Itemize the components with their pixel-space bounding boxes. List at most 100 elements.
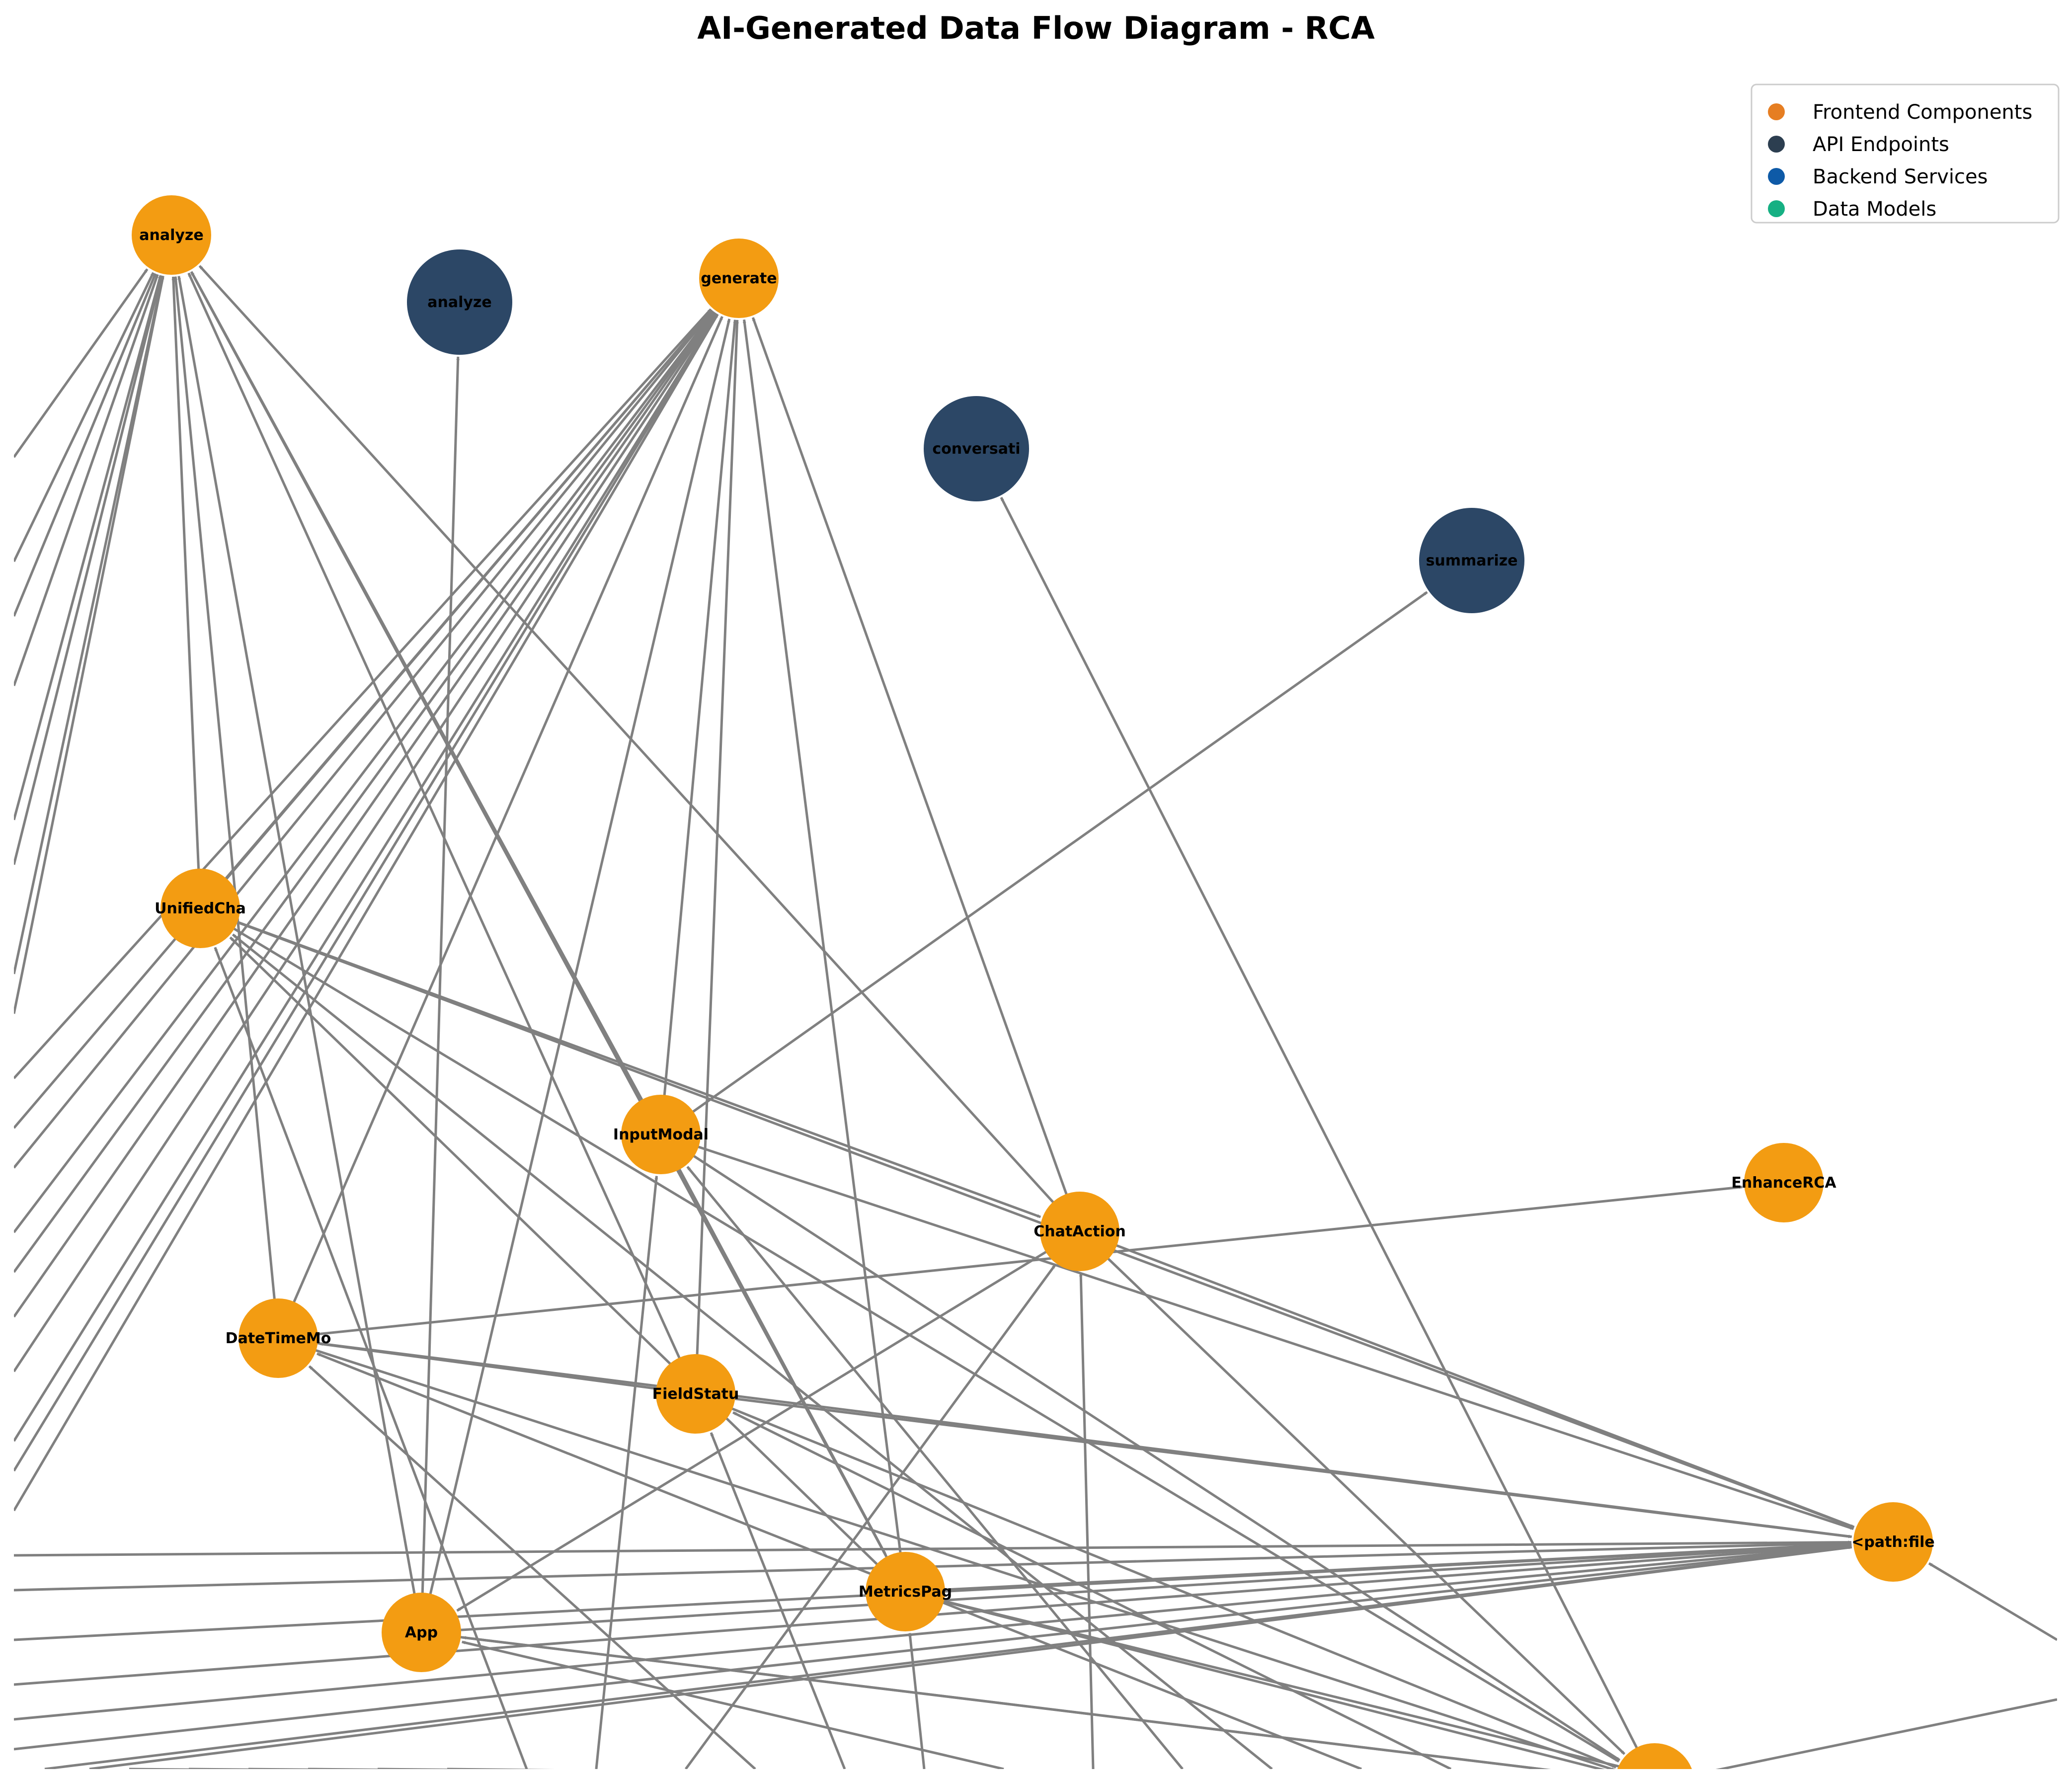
edge-offcanvas-to-generate xyxy=(14,309,713,1129)
edge-app-to-pathfile xyxy=(421,1543,1852,1634)
edge-unifiedcha-to-analyze-fe xyxy=(171,276,202,909)
edge-offcanvas-to-metricspag xyxy=(908,1632,926,1769)
node-label: generate xyxy=(701,270,777,287)
edge-offcanvas-to-bottom-partial xyxy=(189,1768,320,1769)
edge-offcanvas-to-fieldstatu xyxy=(732,1411,1452,1769)
edge-inputmodal-to-metricspag xyxy=(659,1133,887,1556)
node-app: App xyxy=(382,1593,461,1672)
edge-offcanvas-to-bottom-partial xyxy=(248,1768,374,1769)
edge-offcanvas-to-bottom-partial xyxy=(447,1768,555,1769)
node-label: FieldStatu xyxy=(652,1385,739,1403)
edge-offcanvas-to-app xyxy=(462,1636,1541,1769)
edge-offcanvas-to-unifiedcha xyxy=(214,947,528,1769)
edge-chataction-to-analyze-fe xyxy=(198,265,1081,1232)
edge-offcanvas-to-bottom-partial xyxy=(129,1768,266,1769)
edge-offcanvas-to-bottom-partial xyxy=(1715,1698,2057,1769)
legend-label-frontend-components: Frontend Components xyxy=(1813,101,2032,124)
node-circle xyxy=(160,869,240,948)
edge-offcanvas-to-datetimemo xyxy=(317,1352,1362,1769)
legend-marker-frontend-components xyxy=(1768,103,1785,120)
edges-layer xyxy=(14,265,2057,1769)
legend-label-backend-services: Backend Services xyxy=(1813,165,1988,188)
node-unifiedcha: UnifiedCha xyxy=(155,869,246,948)
node-circle xyxy=(407,249,512,355)
node-circle xyxy=(1744,1143,1824,1222)
legend-label-data-models: Data Models xyxy=(1813,198,1936,221)
legend-label-api-endpoints: API Endpoints xyxy=(1813,133,1949,156)
edge-chataction-to-app xyxy=(456,1230,1081,1612)
edge-chataction-to-bottom-partial xyxy=(1079,1230,1626,1755)
node-pathfile: <path:file xyxy=(1851,1502,1935,1582)
node-label: ChatAction xyxy=(1034,1223,1126,1240)
node-label: InputModal xyxy=(613,1126,709,1143)
edge-offcanvas-to-bottom-partial xyxy=(308,1768,428,1769)
edge-chataction-to-pathfile xyxy=(1079,1230,1855,1529)
node-label: conversati xyxy=(932,440,1020,458)
edge-offcanvas-to-generate xyxy=(14,308,712,1079)
node-circle xyxy=(866,1552,945,1631)
edge-inputmodal-to-pathfile xyxy=(660,1133,1854,1531)
edge-offcanvas-to-bottom-partial xyxy=(378,1768,492,1769)
legend-marker-backend-services xyxy=(1768,168,1785,185)
edge-offcanvas-to-generate xyxy=(14,313,718,1442)
node-enhancerca: EnhanceRCA xyxy=(1731,1143,1836,1222)
edge-offcanvas-to-analyze-fe xyxy=(14,273,157,617)
edge-offcanvas-to-inputmodal xyxy=(686,1166,1184,1769)
edge-offcanvas-to-pathfile xyxy=(14,1544,1852,1721)
node-circle xyxy=(1040,1192,1119,1271)
edge-fieldstatu-to-generate xyxy=(694,320,739,1394)
edge-offcanvas-to-pathfile xyxy=(14,1545,1852,1751)
edge-offcanvas-to-chataction xyxy=(684,1264,1056,1769)
edge-unifiedcha-to-chataction xyxy=(200,907,1041,1218)
node-circle xyxy=(1419,508,1524,613)
edge-offcanvas-to-analyze-fe xyxy=(14,275,164,974)
node-circle xyxy=(656,1354,735,1434)
edge-offcanvas-to-pathfile xyxy=(14,1540,1852,1557)
node-analyze-api: analyze xyxy=(407,249,512,355)
edge-offcanvas-to-datetimemo xyxy=(308,1365,756,1769)
legend-marker-api-endpoints xyxy=(1768,136,1785,153)
edge-offcanvas-to-generate xyxy=(14,314,719,1512)
edge-fieldstatu-to-pathfile xyxy=(695,1392,1852,1538)
edge-datetimemo-to-bottom-partial xyxy=(278,1337,1615,1769)
node-analyze-fe: analyze xyxy=(132,195,211,275)
node-label: analyze xyxy=(139,227,204,244)
node-label: analyze xyxy=(427,294,492,311)
edge-offcanvas-to-analyze-fe xyxy=(14,275,164,1014)
node-conversati: conversati xyxy=(924,396,1029,501)
edge-offcanvas-to-inputmodal xyxy=(595,1175,658,1769)
edge-offcanvas-to-generate xyxy=(14,311,716,1273)
edge-offcanvas-to-app xyxy=(462,1640,1004,1769)
legend-box xyxy=(1751,83,2060,224)
diagram-title: AI-Generated Data Flow Diagram - RCA xyxy=(697,10,1375,46)
edge-datetimemo-to-analyze-fe xyxy=(174,276,280,1339)
edge-datetimemo-to-enhancerca xyxy=(278,1185,1743,1340)
edge-inputmodal-to-summarize xyxy=(660,591,1428,1136)
edge-offcanvas-to-analyze-fe xyxy=(14,268,149,458)
edge-offcanvas-to-metricspag xyxy=(945,1600,1630,1769)
node-inputmodal: InputModal xyxy=(613,1095,709,1174)
edge-offcanvas-to-pathfile xyxy=(89,1545,1852,1769)
edge-offcanvas-to-pathfile xyxy=(1928,1562,2057,1641)
node-circle xyxy=(699,239,779,318)
edge-offcanvas-to-analyze-fe xyxy=(14,275,163,865)
edge-offcanvas-to-generate xyxy=(14,311,715,1233)
edge-offcanvas-to-chataction xyxy=(1079,1273,1095,1769)
edge-inputmodal-to-generate xyxy=(659,319,737,1135)
node-label: App xyxy=(405,1624,438,1641)
node-label: UnifiedCha xyxy=(155,900,246,917)
edge-fieldstatu-to-datetimemo xyxy=(319,1342,696,1395)
node-circle xyxy=(1853,1502,1933,1582)
edge-unifiedcha-to-pathfile xyxy=(200,907,1855,1529)
node-circle xyxy=(239,1298,318,1378)
edge-offcanvas-to-unifiedcha xyxy=(232,933,1273,1769)
edge-offcanvas-to-analyze-fe xyxy=(14,274,159,686)
edge-offcanvas-to-generate xyxy=(14,313,718,1472)
edge-app-to-generate xyxy=(420,319,731,1633)
edge-app-to-analyze-fe xyxy=(177,275,423,1633)
edge-datetimemo-to-generate xyxy=(277,316,723,1339)
node-label: DateTimeMo xyxy=(226,1330,331,1347)
node-fieldstatu: FieldStatu xyxy=(652,1354,739,1434)
node-circle xyxy=(924,396,1029,501)
